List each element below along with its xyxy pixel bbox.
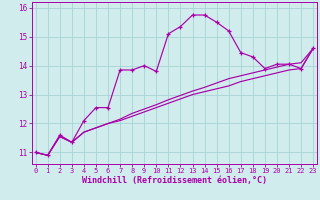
X-axis label: Windchill (Refroidissement éolien,°C): Windchill (Refroidissement éolien,°C) <box>82 176 267 185</box>
